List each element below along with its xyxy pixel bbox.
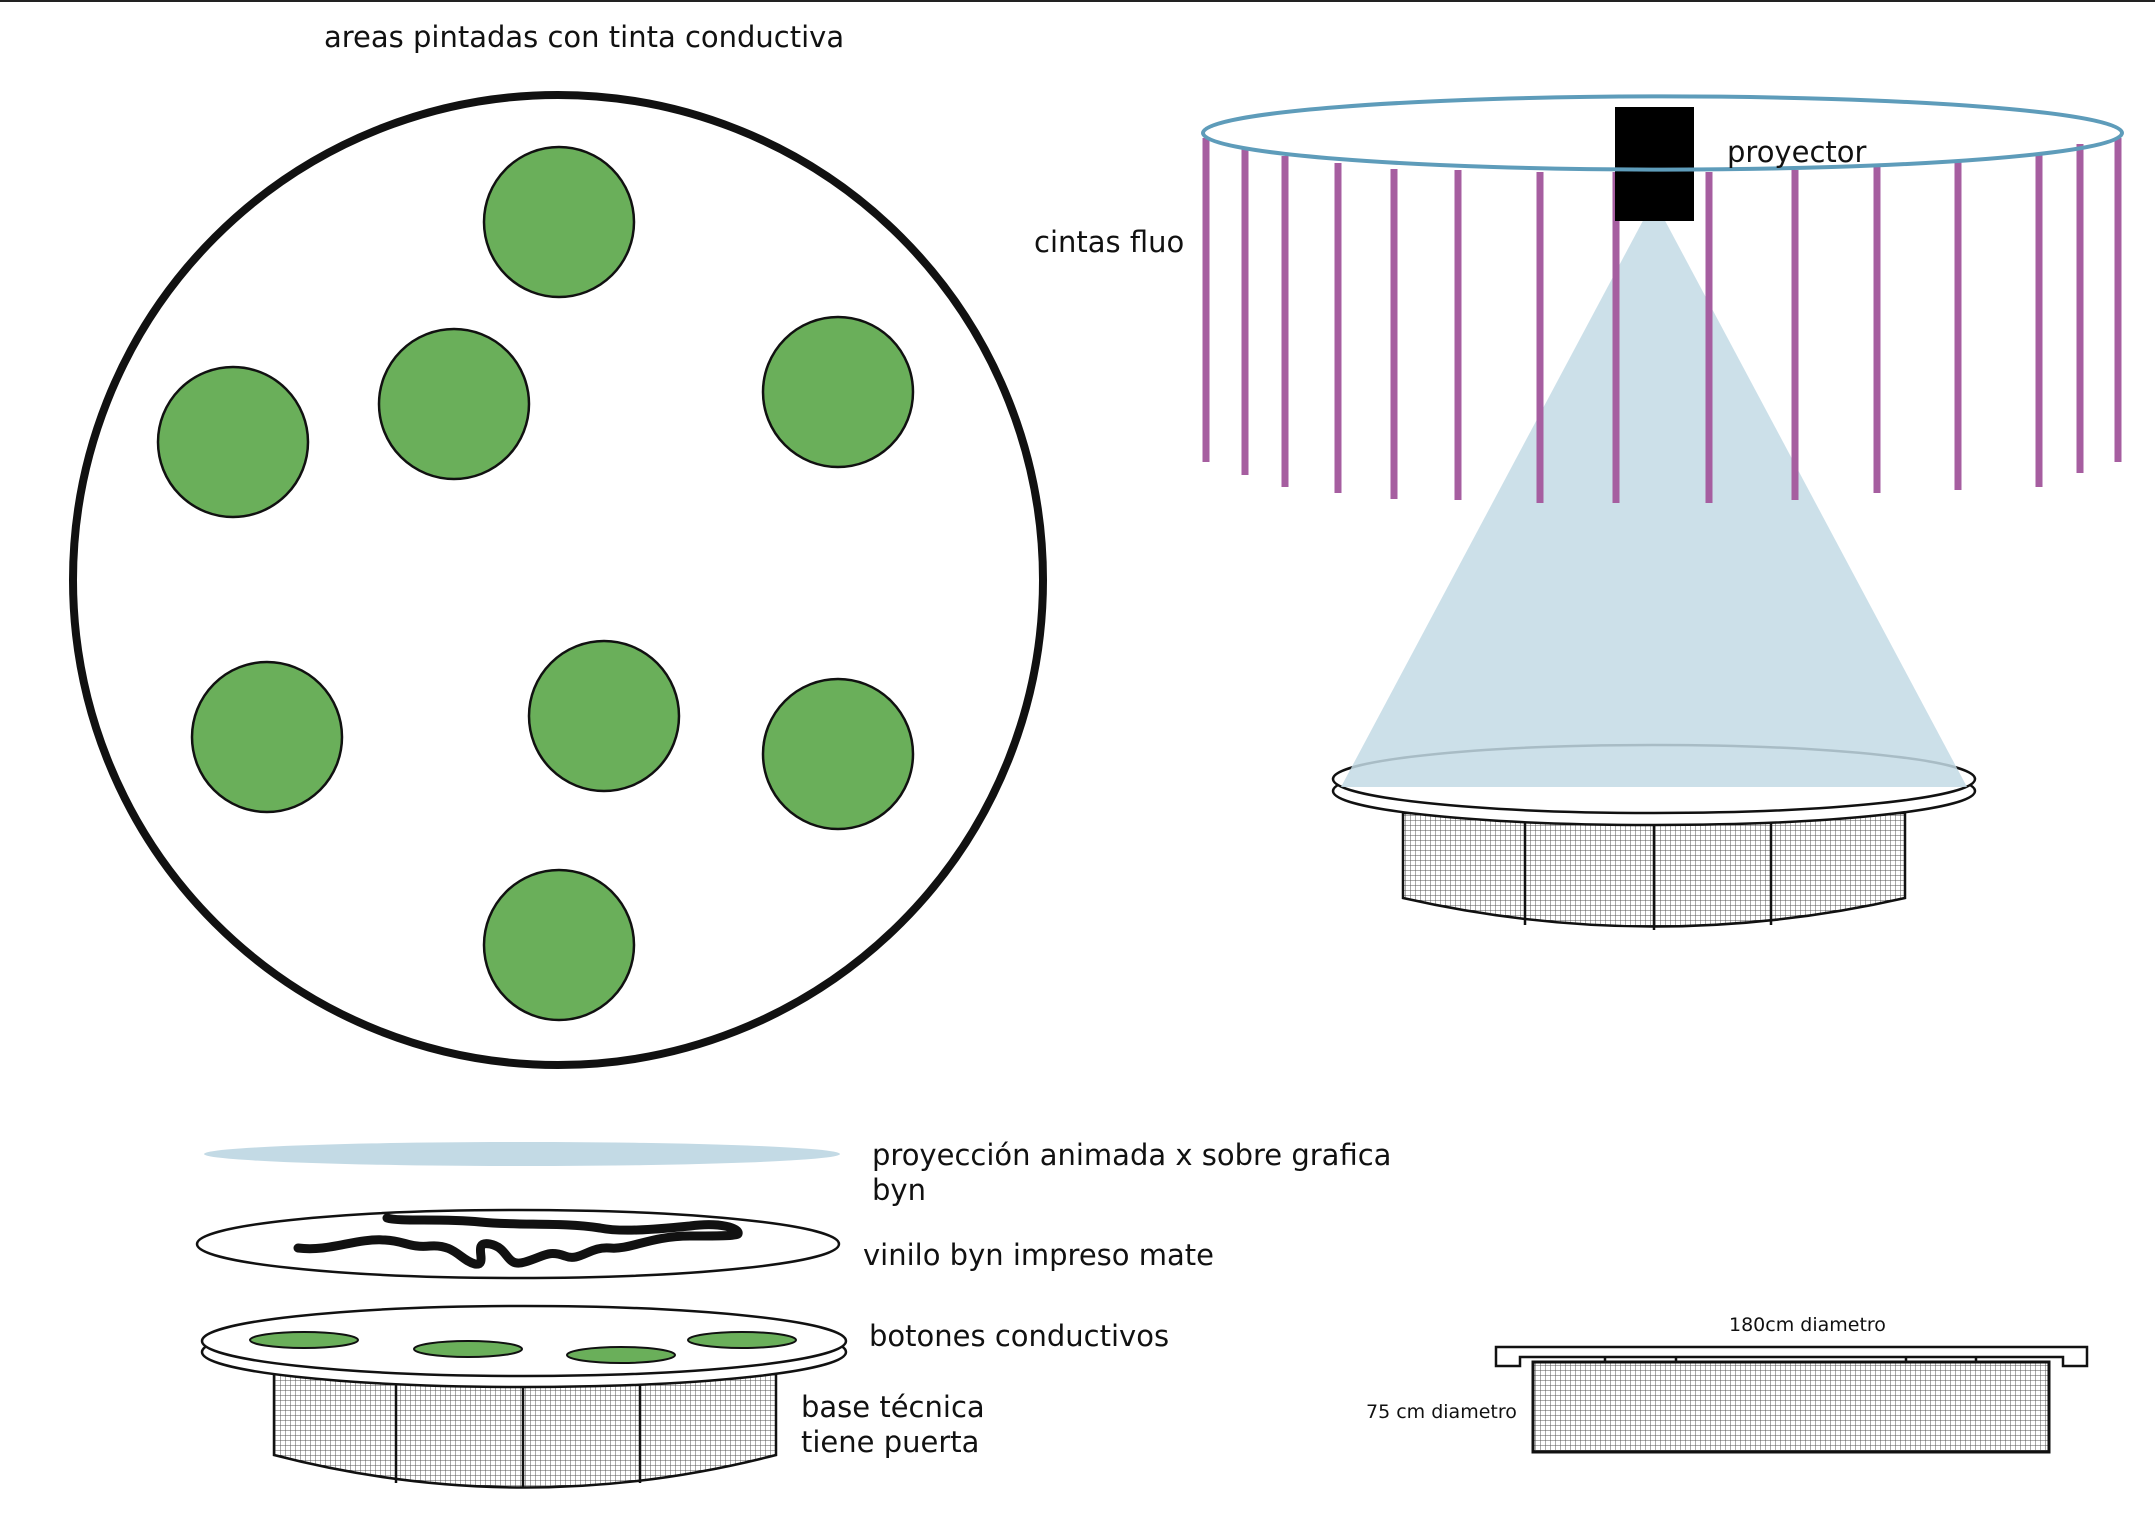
- projector-body: [1615, 107, 1694, 221]
- ribbon-ring-back: [1201, 94, 2124, 134]
- conductive-button: [687, 1331, 797, 1349]
- ribbon-ring-front: [1201, 132, 2124, 172]
- conductive-button: [249, 1331, 359, 1349]
- projection-layer-label: proyección animada x sobre grafica: [872, 1138, 1391, 1172]
- base-profile: [1531, 1360, 2051, 1454]
- side-elevation-diagram: [1494, 1345, 2089, 1454]
- conductive-button: [566, 1346, 676, 1364]
- fluo-ribbons: [1202, 138, 2122, 503]
- conductive-area: [156, 365, 310, 519]
- vinyl-graphic-squiggle: [293, 1213, 743, 1269]
- base-layer-label: base técnica: [801, 1390, 985, 1424]
- ribbons-label: cintas fluo: [1034, 225, 1184, 259]
- base-diameter-label: 75 cm diametro: [1366, 1401, 1517, 1423]
- table-top-profile: [1494, 1345, 2089, 1368]
- top-view-diagram: [69, 91, 1047, 1069]
- conductive-area: [527, 639, 681, 793]
- projection-layer-label-line2: byn: [872, 1173, 926, 1207]
- buttons-layer-label: botones conductivos: [869, 1319, 1169, 1353]
- conductive-area: [761, 677, 915, 831]
- top-diameter-label: 180cm diametro: [1729, 1314, 1886, 1336]
- conductive-area: [377, 327, 531, 481]
- conductive-area: [482, 868, 636, 1022]
- button-disc-top: [200, 1304, 848, 1378]
- layer-base-cylinder: [272, 1370, 778, 1489]
- conductive-area: [761, 315, 915, 469]
- projection-setup-diagram: [1201, 94, 2124, 930]
- vinyl-layer-label: vinilo byn impreso mate: [863, 1238, 1214, 1272]
- projection-light-cone: [1341, 200, 1967, 787]
- conductive-button: [413, 1340, 523, 1358]
- base-layer-label-line2: tiene puerta: [801, 1425, 979, 1459]
- projection-layer: [204, 1142, 840, 1166]
- top-circle-title: areas pintadas con tinta conductiva: [324, 20, 844, 54]
- projector-label: proyector: [1727, 135, 1866, 169]
- layer-breakdown-diagram: [195, 1142, 848, 1489]
- conductive-area: [190, 660, 344, 814]
- conductive-area: [482, 145, 636, 299]
